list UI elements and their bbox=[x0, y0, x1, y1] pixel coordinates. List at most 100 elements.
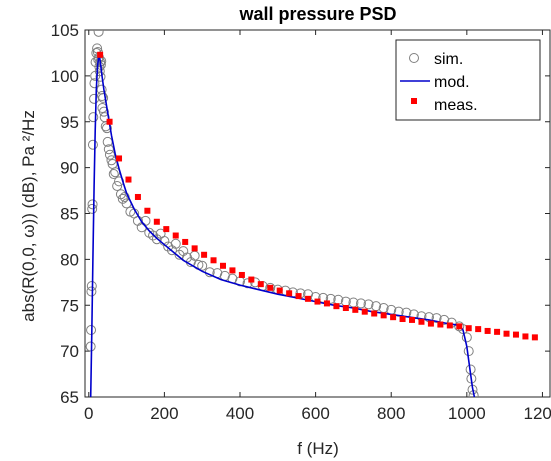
sim-point bbox=[148, 230, 159, 241]
sim-point bbox=[163, 241, 174, 252]
sim-point bbox=[96, 84, 107, 95]
legend-label-0: sim. bbox=[434, 51, 463, 68]
meas-point bbox=[229, 267, 236, 274]
sim-point bbox=[88, 112, 99, 123]
meas-point bbox=[106, 118, 113, 125]
sim-point bbox=[89, 78, 100, 89]
meas-point bbox=[352, 306, 359, 313]
sim-point bbox=[98, 106, 109, 117]
sim-point bbox=[85, 341, 96, 352]
sim-point bbox=[94, 61, 105, 72]
sim-point bbox=[95, 71, 106, 82]
x-tick-label: 600 bbox=[301, 404, 329, 423]
meas-point bbox=[116, 155, 123, 162]
sim-point bbox=[197, 260, 208, 271]
meas-point bbox=[210, 257, 217, 264]
chart-title: wall pressure PSD bbox=[238, 4, 396, 24]
x-tick-label: 1000 bbox=[448, 404, 486, 423]
meas-point bbox=[305, 295, 312, 302]
meas-point bbox=[248, 276, 255, 283]
meas-point bbox=[456, 323, 463, 330]
meas-point bbox=[531, 334, 538, 341]
y-tick-label: 90 bbox=[60, 159, 79, 178]
meas-point bbox=[182, 238, 189, 245]
meas-point bbox=[267, 284, 274, 291]
meas-point bbox=[323, 300, 330, 307]
y-tick-label: 65 bbox=[60, 388, 79, 407]
meas-point bbox=[134, 193, 141, 200]
sim-point bbox=[325, 293, 336, 304]
meas-point bbox=[314, 298, 321, 305]
sim-point bbox=[431, 313, 442, 324]
y-tick-label: 80 bbox=[60, 250, 79, 269]
y-axis-label: abs(R(0,0, ω)) (dB), Pa ²/Hz bbox=[19, 110, 38, 322]
meas-point bbox=[163, 226, 170, 233]
sim-point bbox=[112, 180, 123, 191]
meas-point bbox=[342, 305, 349, 312]
meas-point bbox=[418, 318, 425, 325]
legend-label-2: meas. bbox=[434, 97, 478, 114]
y-tick-label: 95 bbox=[60, 113, 79, 132]
sim-point bbox=[87, 203, 98, 214]
x-axis-label: f (Hz) bbox=[297, 439, 339, 458]
sim-point bbox=[93, 30, 104, 37]
x-tick-label: 1200 bbox=[524, 404, 551, 423]
sim-point bbox=[170, 238, 181, 249]
meas-point bbox=[512, 331, 519, 338]
sim-point bbox=[108, 169, 119, 180]
sim-point bbox=[151, 234, 162, 245]
meas-point bbox=[219, 262, 226, 269]
meas-point bbox=[390, 314, 397, 321]
sim-point bbox=[97, 91, 108, 102]
sim-point bbox=[439, 314, 450, 325]
meas-point bbox=[484, 327, 491, 334]
meas-point bbox=[409, 316, 416, 323]
sim-point bbox=[103, 144, 114, 155]
meas-point bbox=[333, 303, 340, 310]
meas-point bbox=[503, 330, 510, 337]
legend: sim. mod. meas. bbox=[395, 39, 541, 121]
x-tick-label: 0 bbox=[84, 404, 93, 423]
meas-point bbox=[125, 176, 132, 183]
sim-point bbox=[87, 199, 98, 210]
legend-meas-marker bbox=[411, 98, 417, 104]
y-tick-label: 85 bbox=[60, 205, 79, 224]
sim-point bbox=[104, 149, 115, 160]
y-tick-label: 105 bbox=[51, 21, 79, 40]
sim-point bbox=[174, 249, 185, 260]
meas-point bbox=[522, 333, 529, 340]
meas-point bbox=[276, 287, 283, 294]
meas-point bbox=[361, 308, 368, 315]
sim-point bbox=[92, 43, 103, 54]
y-tick-label: 70 bbox=[60, 342, 79, 361]
meas-point bbox=[475, 326, 482, 333]
sim-point bbox=[363, 299, 374, 310]
y-tick-label: 75 bbox=[60, 296, 79, 315]
meas-point bbox=[446, 322, 453, 329]
meas-point bbox=[257, 281, 264, 288]
sim-point bbox=[461, 332, 472, 343]
meas-point bbox=[399, 316, 406, 323]
meas-point bbox=[295, 293, 302, 300]
legend-label-1: mod. bbox=[434, 74, 470, 91]
meas-point bbox=[238, 271, 245, 278]
sim-point bbox=[355, 298, 366, 309]
sim-point bbox=[86, 286, 97, 297]
x-tick-label: 200 bbox=[150, 404, 178, 423]
meas-point bbox=[371, 310, 378, 317]
legend-box bbox=[395, 39, 541, 121]
meas-point bbox=[465, 325, 472, 332]
meas-point bbox=[380, 312, 387, 319]
sim-point bbox=[87, 139, 98, 150]
meas-point bbox=[427, 320, 434, 327]
meas-point bbox=[286, 290, 293, 297]
plot-series bbox=[85, 30, 538, 397]
meas-point bbox=[97, 51, 104, 58]
legend-sim-marker bbox=[409, 53, 419, 63]
meas-point bbox=[437, 321, 444, 328]
meas-point bbox=[153, 218, 160, 225]
meas-point bbox=[494, 328, 501, 335]
x-tick-label: 800 bbox=[377, 404, 405, 423]
meas-point bbox=[201, 251, 208, 258]
